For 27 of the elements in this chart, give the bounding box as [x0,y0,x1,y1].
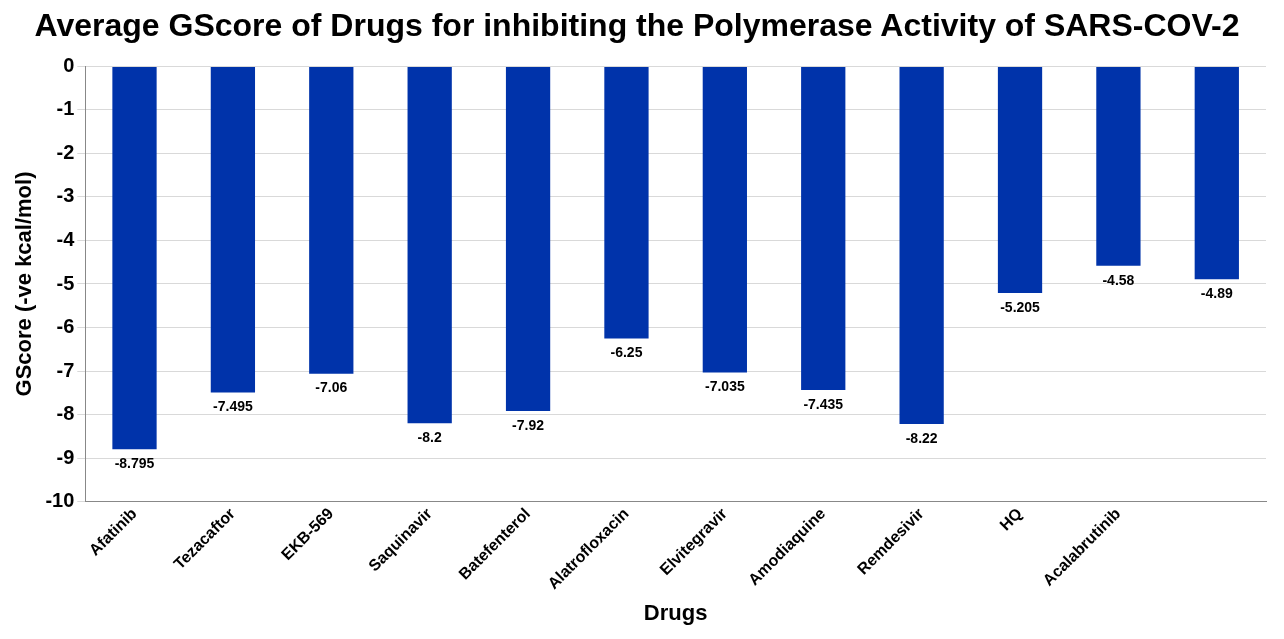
data-label: -4.58 [1102,271,1135,288]
y-tick-label: -3 [56,184,75,207]
y-tick-label: -6 [56,315,75,338]
x-tick-label: HQ [996,504,1026,534]
y-tick-label: -8 [56,402,75,425]
y-tick-label: -9 [56,445,75,468]
data-label: -7.495 [213,398,253,415]
data-label: -6.25 [610,344,643,361]
data-label: -7.06 [315,379,348,396]
y-tick-label: 0 [63,53,75,76]
chart-title: Average GScore of Drugs for inhibiting the Polymerase Activity of SARS-COV-2 [34,7,1240,44]
data-label: -5.205 [1000,298,1041,315]
y-axis-title: GScore (-ve kcal/mol) [11,171,37,397]
y-tick-label: -4 [56,227,76,250]
data-label: -7.435 [803,395,844,412]
data-label: -8.795 [114,455,155,471]
data-label: -7.035 [705,378,745,395]
data-label: -7.92 [512,416,545,433]
data-label: -8.22 [905,429,938,446]
y-tick-label: -2 [56,140,75,163]
x-axis-title: Drugs [643,599,708,625]
y-tick-label: -1 [56,97,75,120]
data-label: -4.89 [1200,285,1233,302]
y-tick-label: -7 [56,358,75,381]
data-label: -8.2 [417,429,442,446]
y-tick-label: -5 [56,271,75,294]
y-tick-label: -10 [45,489,75,512]
